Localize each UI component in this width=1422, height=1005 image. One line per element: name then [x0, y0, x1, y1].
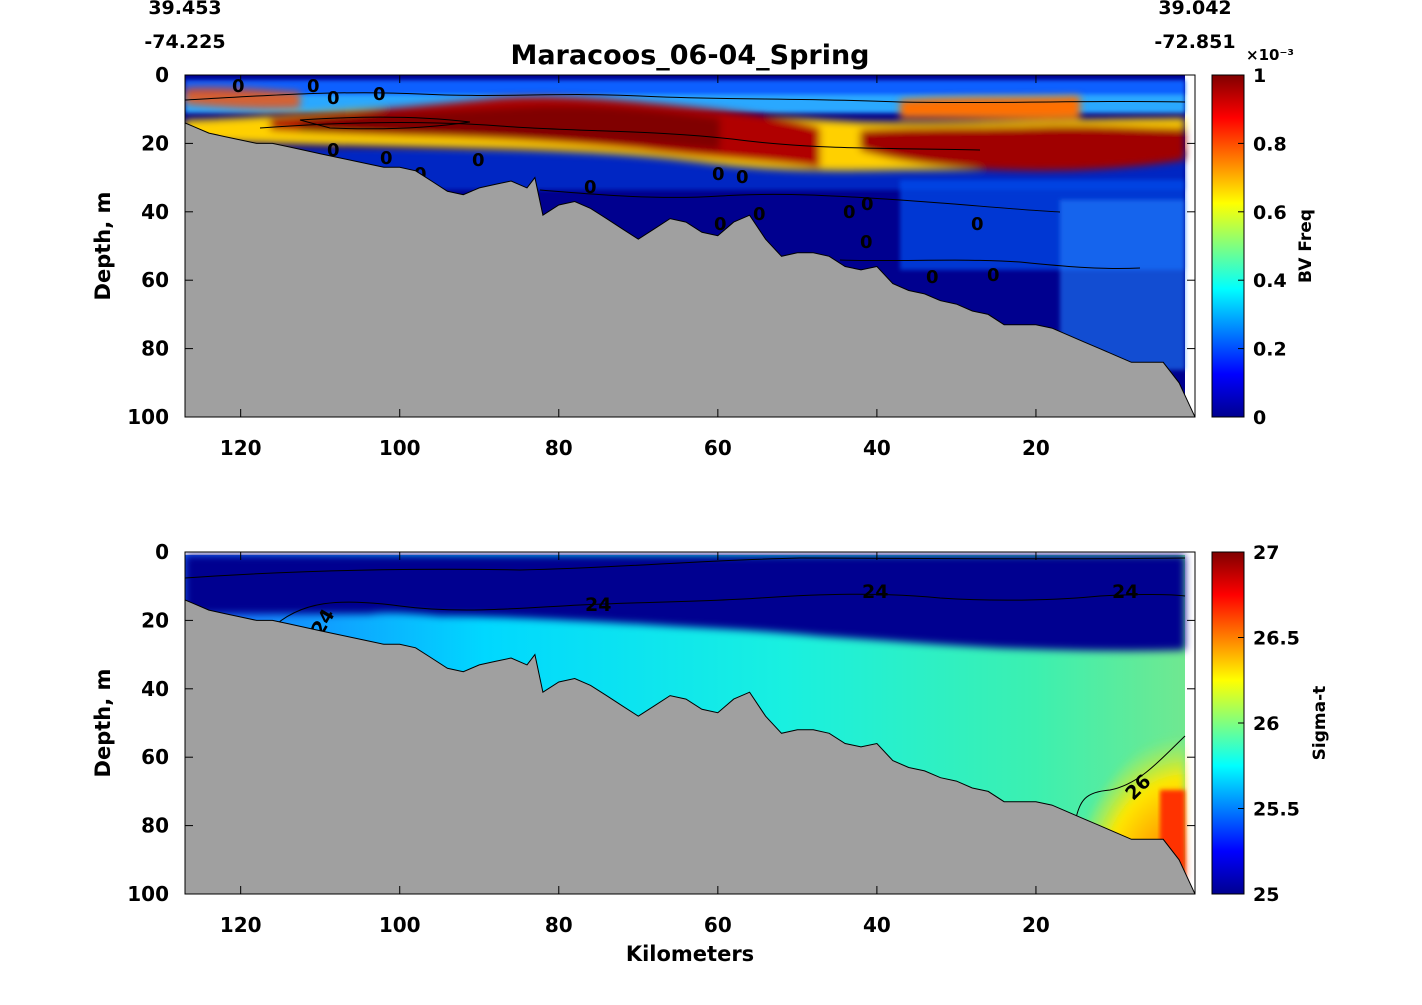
x-axis-label: Kilometers — [626, 942, 754, 966]
colorbar-tick-label: 27 — [1253, 542, 1279, 564]
x-tick-label: 60 — [704, 913, 732, 937]
x-tick-label: 20 — [1022, 436, 1050, 460]
seafloor-land — [185, 599, 1195, 894]
y-tick-label: 100 — [127, 882, 169, 906]
bv-contour-label: 0 — [380, 148, 393, 169]
bv-frequency-panel: 0 0 0 0 0 0 0 0 0 0 0 0 0 0 0 0 0 0 0 — [91, 46, 1316, 460]
start-latitude: 39.453 — [148, 0, 221, 19]
colorbar-tick-label: 0.4 — [1253, 270, 1287, 292]
colorbar-exponent: ×10⁻³ — [1246, 46, 1294, 64]
colorbar-tick-label: 25.5 — [1253, 799, 1300, 821]
colorbar-label: Sigma-t — [1310, 686, 1330, 761]
y-tick-label: 60 — [141, 268, 169, 292]
bv-contour-label: 0 — [712, 164, 725, 185]
colorbar-tick-label: 26.5 — [1253, 628, 1300, 650]
seafloor-land — [185, 122, 1195, 417]
y-tick-label: 0 — [155, 63, 169, 87]
sigma-plot-frame — [184, 551, 1196, 895]
x-tick-label: 120 — [220, 436, 262, 460]
x-axis-ticks: 120 100 80 60 40 20 — [220, 75, 1050, 460]
bv-contour-label: 0 — [714, 214, 727, 235]
bv-contour-label: 0 — [971, 214, 984, 235]
y-tick-label: 0 — [155, 540, 169, 564]
x-tick-label: 60 — [704, 436, 732, 460]
bv-contour-label: 0 — [753, 204, 766, 225]
colorbar-tick-label: 0.2 — [1253, 339, 1287, 361]
x-axis-ticks: 120 100 80 60 40 20 — [220, 552, 1050, 937]
colorbar-tick-label: 26 — [1253, 713, 1279, 735]
colorbar-tick-label: 0.6 — [1253, 202, 1287, 224]
bv-contour-labels: 0 0 0 0 0 0 0 0 0 0 0 0 0 0 0 0 0 0 0 — [232, 76, 1000, 288]
x-tick-label: 80 — [545, 436, 573, 460]
sigma-contours — [185, 557, 1186, 823]
y-tick-label: 80 — [141, 814, 169, 838]
bv-contour-label: 0 — [861, 194, 874, 215]
bv-contour-label: 0 — [860, 232, 873, 253]
colorbar-tick-label: 25 — [1253, 884, 1279, 906]
bv-contour-label: 0 — [987, 265, 1000, 286]
y-tick-label: 20 — [141, 608, 169, 632]
y-axis-ticks: 0 20 40 60 80 100 — [127, 540, 1195, 906]
bv-contour-label: 0 — [584, 177, 597, 198]
colorbar-label: BV Freq — [1296, 209, 1316, 283]
colorbar-tick-label: 0 — [1253, 407, 1266, 429]
x-tick-label: 40 — [863, 436, 891, 460]
chart-title: Maracoos_06-04_Spring — [510, 40, 869, 71]
bv-contour-label: 0 — [327, 88, 340, 109]
y-tick-label: 100 — [127, 405, 169, 429]
y-tick-label: 60 — [141, 745, 169, 769]
y-tick-label: 20 — [141, 131, 169, 155]
colorbar-tick-label: 1 — [1253, 65, 1266, 87]
bv-contour-label: 0 — [472, 150, 485, 171]
bv-contour-label: 0 — [736, 167, 749, 188]
colorbar-ticks: 0 0.2 0.4 0.6 0.8 1 — [1238, 65, 1287, 429]
y-axis-label: Depth, m — [91, 669, 115, 778]
x-tick-label: 40 — [863, 913, 891, 937]
sigma-t-panel: 24 24 24 24 26 120 100 80 60 40 20 0204060801… — [91, 540, 1330, 966]
colorbar-tick-label: 0.8 — [1253, 133, 1287, 155]
end-longitude: -72.851 — [1154, 31, 1235, 53]
x-tick-label: 100 — [379, 913, 421, 937]
x-tick-label: 20 — [1022, 913, 1050, 937]
bv-contours — [185, 92, 1186, 270]
bv-plot-frame — [184, 74, 1196, 418]
x-tick-label: 80 — [545, 913, 573, 937]
x-tick-label: 100 — [379, 436, 421, 460]
bv-contour-label: 0 — [232, 76, 245, 97]
start-longitude: -74.225 — [144, 31, 225, 53]
y-tick-label: 40 — [141, 677, 169, 701]
bv-contour-label: 0 — [373, 84, 386, 105]
y-axis-ticks: 0 20 40 60 80 100 — [127, 63, 1195, 429]
sigma-surface-layer — [185, 555, 1185, 651]
sigma-contour-label: 24 — [1112, 581, 1138, 603]
colorbar-ticks: 25 25.5 26 26.5 27 — [1238, 542, 1300, 906]
x-tick-label: 120 — [220, 913, 262, 937]
bv-contour-label: 0 — [926, 267, 939, 288]
bv-colorbar — [1211, 74, 1245, 418]
y-tick-label: 80 — [141, 337, 169, 361]
y-tick-label: 40 — [141, 200, 169, 224]
bv-contour-label: 0 — [843, 202, 856, 223]
end-latitude: 39.042 — [1158, 0, 1231, 19]
sigma-contour-label: 24 — [585, 594, 611, 616]
sigma-contour-label: 24 — [862, 581, 888, 603]
y-axis-label: Depth, m — [91, 192, 115, 301]
bv-contour-label: 0 — [307, 76, 320, 97]
